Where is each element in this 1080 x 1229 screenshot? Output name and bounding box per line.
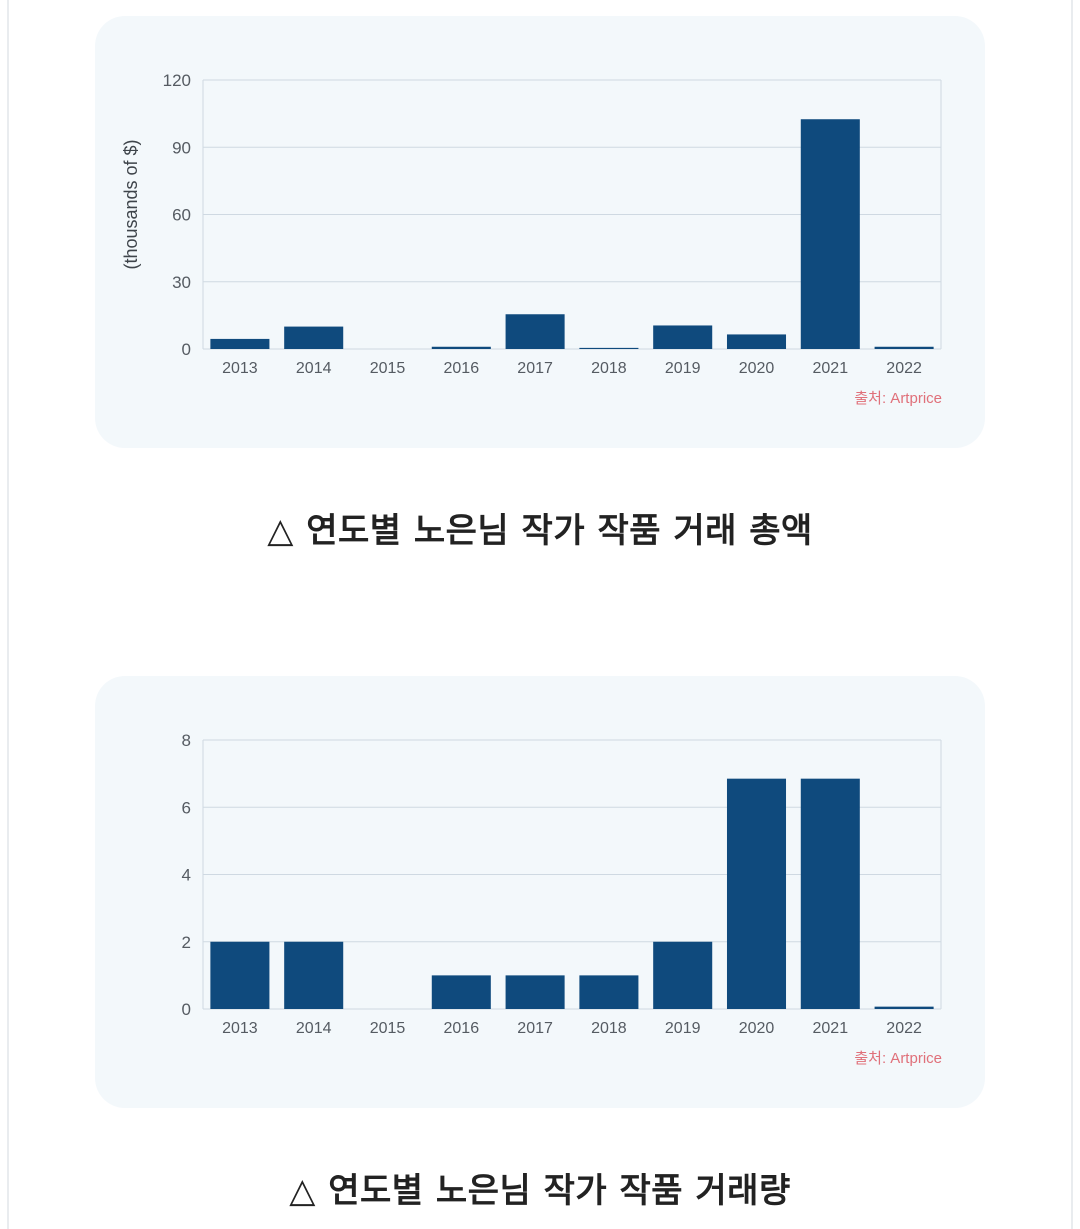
bar-2013: [210, 941, 270, 1009]
bar-2019: [653, 941, 713, 1009]
x-tick-label: 2018: [591, 1020, 627, 1037]
bar-2020: [726, 334, 787, 349]
bar-2020: [726, 778, 787, 1009]
bar-2018: [579, 975, 639, 1009]
bar-2016: [431, 346, 491, 349]
source-note: 출처: Artprice: [854, 1050, 942, 1067]
y-tick-label: 90: [172, 138, 191, 157]
bar-2013: [210, 338, 270, 349]
x-tick-label: 2021: [813, 1020, 849, 1037]
x-tick-label: 2019: [665, 1020, 701, 1037]
x-tick-label: 2017: [517, 360, 553, 377]
x-tick-label: 2022: [886, 360, 922, 377]
y-tick-label: 30: [172, 273, 191, 292]
y-axis-label: (thousands of $): [121, 139, 141, 269]
left-border: [7, 0, 9, 1229]
y-tick-label: 0: [182, 1000, 191, 1019]
x-tick-label: 2020: [739, 1020, 775, 1037]
y-tick-label: 120: [163, 71, 191, 90]
x-tick-label: 2018: [591, 360, 627, 377]
bar-2018: [579, 347, 639, 349]
x-tick-label: 2017: [517, 1020, 553, 1037]
right-border: [1071, 0, 1073, 1229]
x-tick-label: 2022: [886, 1020, 922, 1037]
bar-2022: [874, 1006, 934, 1009]
bar-2014: [284, 326, 344, 349]
x-tick-label: 2016: [444, 1020, 480, 1037]
x-tick-label: 2019: [665, 360, 701, 377]
y-tick-label: 8: [182, 731, 191, 750]
volume-bar-chart: 0 2 4 6 8 2013 2014 2015 2016 2017 2018 2019 2020 202…: [182, 731, 942, 1067]
x-tick-label: 2020: [739, 360, 775, 377]
y-tick-label: 6: [182, 798, 191, 817]
x-tick-label: 2013: [222, 360, 258, 377]
x-tick-label: 2014: [296, 1020, 332, 1037]
x-tick-label: 2013: [222, 1020, 258, 1037]
bar-2022: [874, 346, 934, 349]
x-tick-label: 2015: [370, 360, 406, 377]
chart-caption-total-value: △ 연도별 노은님 작가 작품 거래 총액: [267, 511, 813, 551]
y-tick-label: 60: [172, 206, 191, 225]
y-tick-label: 0: [182, 340, 191, 359]
x-tick-label: 2015: [370, 1020, 406, 1037]
x-tick-label: 2016: [444, 360, 480, 377]
bar-2016: [431, 975, 491, 1009]
bar-2021: [800, 119, 860, 350]
chart-caption-volume: △ 연도별 노은님 작가 작품 거래량: [289, 1171, 791, 1211]
bar-2019: [653, 325, 713, 349]
chart-card-volume: 0 2 4 6 8 2013 2014 2015 2016 2017 2018 2019 2020 202…: [95, 676, 985, 1108]
x-tick-label: 2014: [296, 360, 332, 377]
y-tick-label: 4: [182, 866, 191, 885]
chart-card-total-value: 0 30 60 90 120 2013 2014 2015 2016 2017 2018 2019 20…: [95, 16, 985, 448]
x-tick-label: 2021: [813, 360, 849, 377]
bar-2017: [505, 975, 565, 1009]
bar-2017: [505, 314, 565, 349]
total-value-bar-chart: 0 30 60 90 120 2013 2014 2015 2016 2017 2018 2019 20…: [121, 71, 942, 407]
y-tick-label: 2: [182, 933, 191, 952]
bar-2014: [284, 941, 344, 1009]
bar-2021: [800, 778, 860, 1009]
source-note: 출처: Artprice: [854, 390, 942, 407]
